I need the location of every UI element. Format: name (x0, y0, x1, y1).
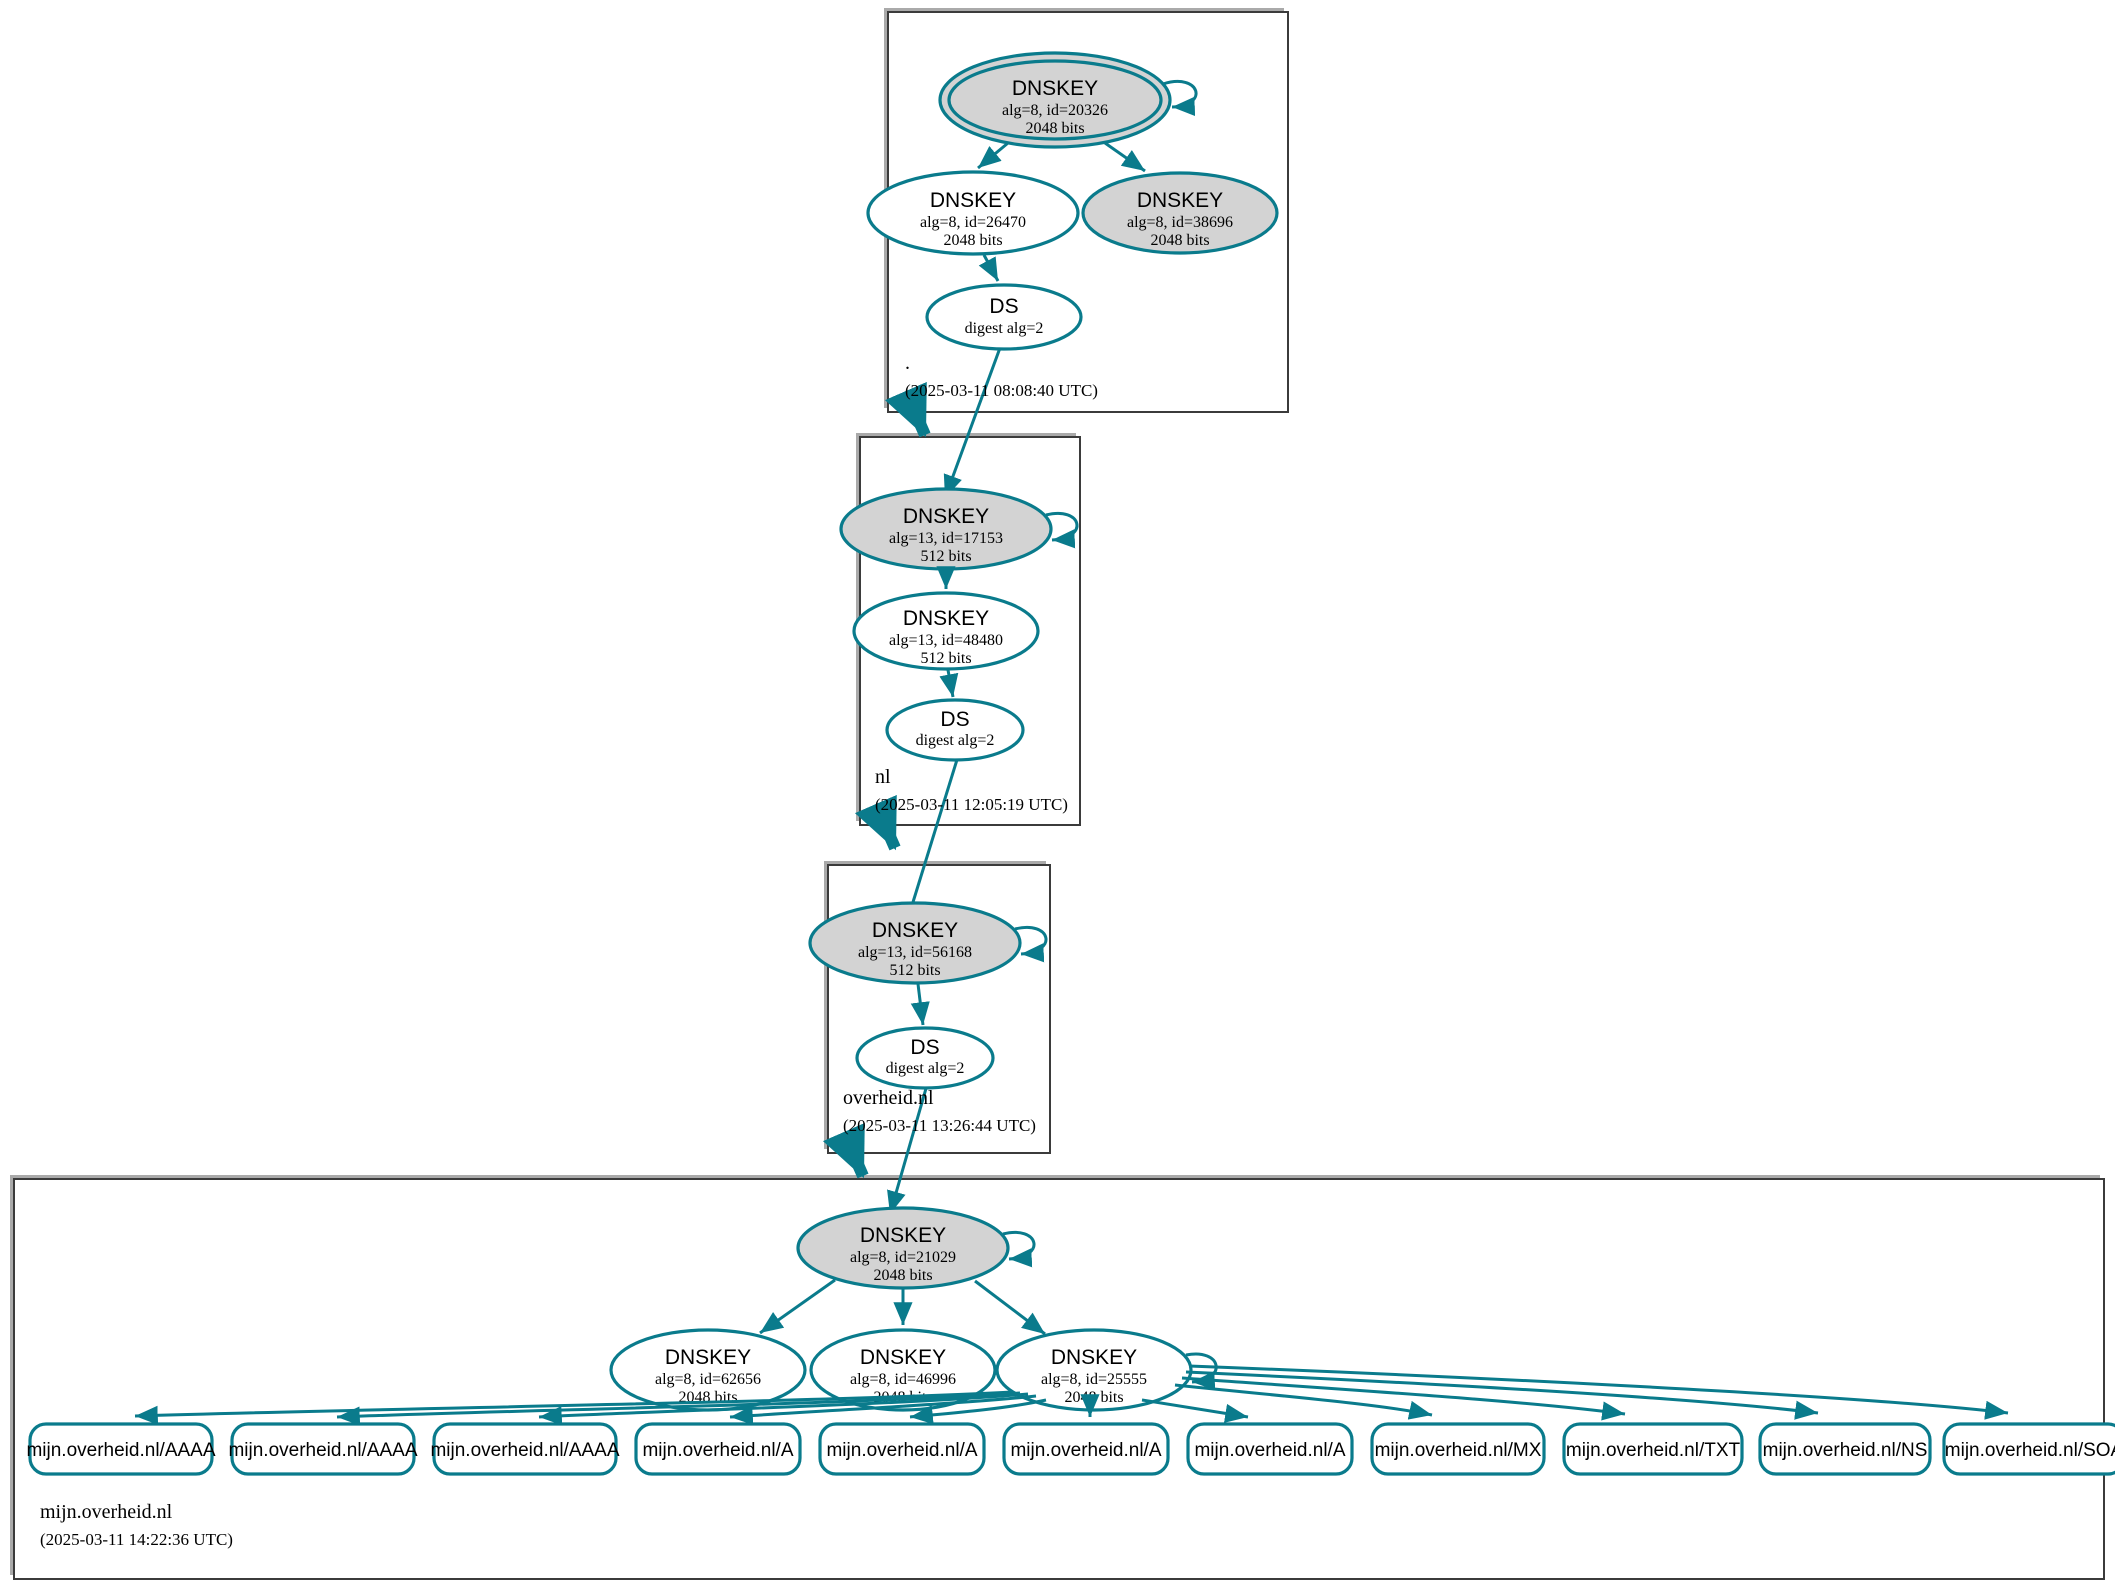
node-label-line3: 2048 bits (1025, 120, 1084, 137)
node-label-line1: DNSKEY (1137, 189, 1223, 212)
rrset-mijn-overheid-nl-mx-7[interactable]: mijn.overheid.nl/MX (1370, 1422, 1546, 1476)
node-label-line1: DNSKEY (903, 607, 989, 630)
edge-selfsign-17153 (1045, 512, 1079, 549)
node-label-line2: alg=13, id=56168 (858, 944, 972, 961)
edge-20326-to-38696 (1104, 141, 1146, 173)
edge-selfsign-20326 (1162, 80, 1198, 116)
node-label-line1: DS (910, 1036, 939, 1059)
rrset-label: mijn.overheid.nl/MX (1375, 1440, 1542, 1461)
node-label-line1: DNSKEY (872, 919, 958, 942)
edge-21029-to-62656 (759, 1278, 836, 1335)
rrset-mijn-overheid-nl-aaaa-0[interactable]: mijn.overheid.nl/AAAA (26, 1422, 216, 1476)
node-label-line3: 2048 bits (943, 232, 1002, 249)
node-label-line2: digest alg=2 (886, 1060, 965, 1077)
zone-label-root: . (905, 352, 910, 374)
node-label-line1: DNSKEY (860, 1346, 946, 1369)
node-label-line2: alg=8, id=20326 (1002, 102, 1108, 119)
node-label-line2: alg=8, id=46996 (850, 1371, 956, 1388)
node-dnskey-25555[interactable]: DNSKEY alg=8, id=25555 2048 bits (995, 1328, 1193, 1412)
rrset-mijn-overheid-nl-soa-10[interactable]: mijn.overheid.nl/SOA (1942, 1422, 2115, 1476)
zone-label-nl: nl (875, 766, 891, 788)
node-dnskey-17153[interactable]: DNSKEY alg=13, id=17153 512 bits (839, 487, 1053, 571)
node-label-line3: 2048 bits (1064, 1389, 1123, 1406)
zone-timestamp-root: (2025-03-11 08:08:40 UTC) (905, 381, 1098, 400)
node-label-line3: 512 bits (920, 548, 971, 565)
node-label-line3: 512 bits (920, 650, 971, 667)
node-label-line2: alg=8, id=62656 (655, 1371, 761, 1388)
node-label-line3: 2048 bits (873, 1267, 932, 1284)
node-label-line3: 2048 bits (1150, 232, 1209, 249)
node-label-line1: DNSKEY (665, 1346, 751, 1369)
rrset-label: mijn.overheid.nl/AAAA (430, 1440, 619, 1461)
node-label-line2: alg=8, id=25555 (1041, 1371, 1147, 1388)
node-label-line1: DS (940, 708, 969, 731)
rrset-label: mijn.overheid.nl/AAAA (228, 1440, 417, 1461)
node-label-line2: alg=13, id=48480 (889, 632, 1003, 649)
edge-overheid-ds-to-mijn-ksk (887, 1077, 931, 1215)
edge-selfsign-56168 (1014, 926, 1048, 963)
node-label-line2: digest alg=2 (965, 320, 1044, 337)
edge-21029-to-25555 (974, 1279, 1046, 1336)
node-dnskey-26470[interactable]: DNSKEY alg=8, id=26470 2048 bits (866, 170, 1080, 256)
rrset-label: mijn.overheid.nl/A (826, 1440, 977, 1461)
node-label-line1: DNSKEY (1012, 77, 1098, 100)
node-dnskey-21029[interactable]: DNSKEY alg=8, id=21029 2048 bits (796, 1206, 1010, 1290)
rrset-mijn-overheid-nl-a-4[interactable]: mijn.overheid.nl/A (818, 1422, 986, 1476)
node-label-line1: DNSKEY (860, 1224, 946, 1247)
rrset-label: mijn.overheid.nl/NS (1763, 1440, 1928, 1461)
node-label-line1: DNSKEY (930, 189, 1016, 212)
node-ds-nl[interactable]: DS digest alg=2 (885, 698, 1025, 762)
rrset-mijn-overheid-nl-a-6[interactable]: mijn.overheid.nl/A (1186, 1422, 1354, 1476)
node-label-line2: alg=8, id=21029 (850, 1249, 956, 1266)
zone-label-overheid-nl: overheid.nl (843, 1087, 934, 1109)
node-ds-overheid[interactable]: DS digest alg=2 (855, 1026, 995, 1090)
rrset-label: mijn.overheid.nl/AAAA (26, 1440, 215, 1461)
node-dnskey-48480[interactable]: DNSKEY alg=13, id=48480 512 bits (852, 591, 1040, 671)
node-label-line2: digest alg=2 (916, 732, 995, 749)
node-dnskey-38696[interactable]: DNSKEY alg=8, id=38696 2048 bits (1081, 171, 1279, 255)
edge-root-ds-to-nl-ksk (943, 336, 1006, 499)
node-label-line1: DNSKEY (903, 505, 989, 528)
node-dnskey-62656[interactable]: DNSKEY alg=8, id=62656 2048 bits (609, 1328, 807, 1412)
zone-timestamp-overheid-nl: (2025-03-11 13:26:44 UTC) (843, 1116, 1036, 1135)
node-label-line1: DNSKEY (1051, 1346, 1137, 1369)
rrset-label: mijn.overheid.nl/A (642, 1440, 793, 1461)
rrset-label: mijn.overheid.nl/A (1010, 1440, 1161, 1461)
node-ds-root[interactable]: DS digest alg=2 (925, 283, 1083, 351)
rrset-mijn-overheid-nl-ns-9[interactable]: mijn.overheid.nl/NS (1758, 1422, 1932, 1476)
edge-selfsign-21029 (1002, 1231, 1036, 1268)
rrset-mijn-overheid-nl-aaaa-2[interactable]: mijn.overheid.nl/AAAA (430, 1422, 620, 1476)
delegation-arrow-root-to-nl (884, 381, 931, 438)
rrset-label: mijn.overheid.nl/TXT (1566, 1440, 1741, 1461)
rrset-mijn-overheid-nl-a-3[interactable]: mijn.overheid.nl/A (634, 1422, 802, 1476)
rrset-mijn-overheid-nl-aaaa-1[interactable]: mijn.overheid.nl/AAAA (228, 1422, 418, 1476)
delegation-arrow-overheid-to-mijn (822, 1122, 869, 1179)
node-dnskey-20326[interactable]: DNSKEY alg=8, id=20326 2048 bits (938, 51, 1172, 149)
edge-48480-to-ds-nl (939, 669, 959, 698)
node-label-line2: alg=8, id=38696 (1127, 214, 1233, 231)
node-label-line1: DS (989, 295, 1018, 318)
rrset-mijn-overheid-nl-a-5[interactable]: mijn.overheid.nl/A (1002, 1422, 1170, 1476)
node-dnskey-46996[interactable]: DNSKEY alg=8, id=46996 2048 bits (809, 1328, 997, 1412)
rrset-mijn-overheid-nl-txt-8[interactable]: mijn.overheid.nl/TXT (1562, 1422, 1744, 1476)
node-label-line2: alg=13, id=17153 (889, 530, 1003, 547)
delegation-arrow-nl-to-overheid (854, 794, 901, 851)
node-dnskey-56168[interactable]: DNSKEY alg=13, id=56168 512 bits (808, 901, 1022, 985)
zone-timestamp-nl: (2025-03-11 12:05:19 UTC) (875, 795, 1068, 814)
edge-56168-to-ds-overheid (910, 983, 930, 1026)
node-label-line3: 512 bits (889, 962, 940, 979)
edge-26470-to-ds (978, 254, 1000, 282)
rrset-label: mijn.overheid.nl/SOA (1945, 1440, 2115, 1461)
rrset-label: mijn.overheid.nl/A (1194, 1440, 1345, 1461)
zone-label-mijn-overheid-nl: mijn.overheid.nl (40, 1501, 173, 1523)
edge-20326-to-26470 (977, 141, 1009, 170)
node-label-line2: alg=8, id=26470 (920, 214, 1026, 231)
zone-timestamp-mijn-overheid-nl: (2025-03-11 14:22:36 UTC) (40, 1530, 233, 1549)
edge-25555-to-rrsets (134, 1364, 2009, 1426)
edge-nl-ds-to-overheid-ksk (902, 749, 962, 929)
